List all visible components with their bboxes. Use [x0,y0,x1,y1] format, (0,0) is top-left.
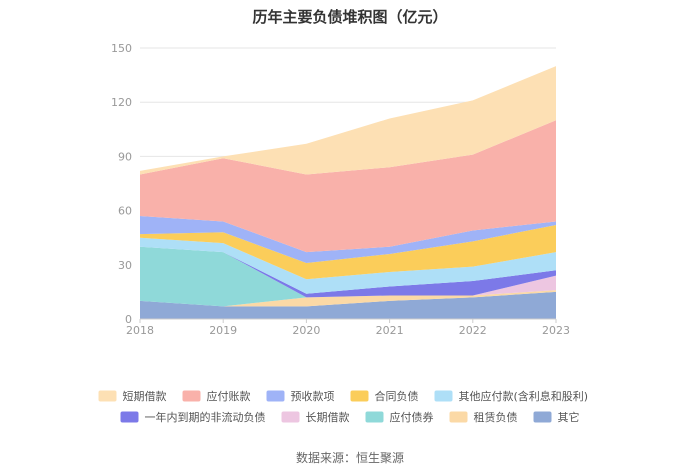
x-tick-label: 2019 [209,324,237,337]
area-series-8 [140,120,556,253]
legend-item-label: 短期借款 [123,389,167,403]
legend-swatch [365,411,384,423]
legend-item-label: 长期借款 [306,410,350,424]
y-tick-label: 90 [118,150,132,163]
area-series-6 [140,225,556,280]
legend-swatch [533,411,552,423]
legend-swatch [120,411,139,423]
y-tick-label: 150 [111,42,132,55]
legend: 短期借款 应付账款 预收款项 合同负债 其他应付款(含利息和股利) 一年内到期的非流动负债… [98,389,589,424]
legend-swatch [350,390,369,402]
x-tick-label: 2021 [376,324,404,337]
legend-item-label: 合同负债 [375,389,419,403]
y-tick-label: 30 [118,259,132,272]
area-series-9 [140,66,556,175]
legend-item-label: 其它 [558,410,580,424]
chart-title: 历年主要负债堆积图（亿元） [252,8,448,26]
legend-swatch [98,390,117,402]
legend-item-label: 一年内到期的非流动负债 [145,410,266,424]
x-tick-label: 2023 [542,324,570,337]
y-tick-label: 60 [118,205,132,218]
y-tick-label: 0 [125,313,132,326]
legend-item-label: 预收款项 [291,389,335,403]
legend-swatch [449,411,468,423]
legend-item-label: 应付债券 [390,410,434,424]
area-series-2 [140,246,556,307]
area-series [140,66,556,319]
legend-item-label: 其他应付款(含利息和股利) [459,389,589,403]
x-tick-label: 2022 [459,324,487,337]
area-series-3 [140,246,556,298]
legend-item-label: 应付账款 [207,389,251,403]
legend-swatch [281,411,300,423]
area-series-5 [140,237,556,294]
legend-swatch [182,390,201,402]
axes: 2018 2019 2020 2021 2022 2023 [126,318,570,337]
y-tick-label: 120 [111,96,132,109]
legend-swatch [266,390,285,402]
area-series-0 [140,291,556,319]
x-tick-label: 2018 [126,324,154,337]
x-tick-label: 2020 [292,324,320,337]
data-source: 数据来源：恒生聚源 [295,451,404,465]
legend-item-label: 租赁负债 [474,410,518,424]
area-series-7 [140,216,556,263]
area-series-4 [140,246,556,298]
legend-swatch [434,390,453,402]
area-series-1 [140,290,556,307]
